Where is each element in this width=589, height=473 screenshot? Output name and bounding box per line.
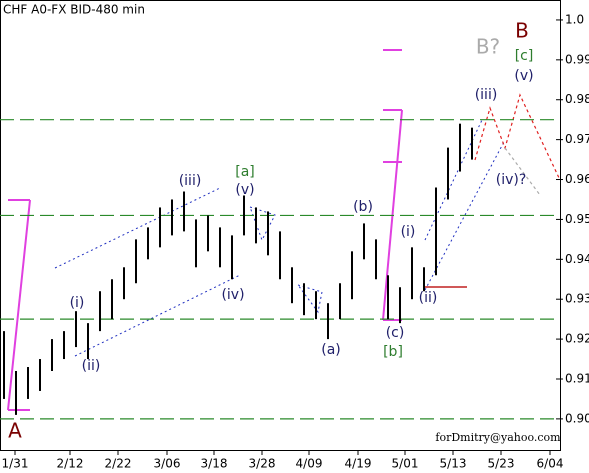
y-tick-label: 0.96 <box>565 172 589 186</box>
wave-label: (i) <box>70 295 85 311</box>
wave-label: (iii) <box>475 87 498 103</box>
x-tick-label: 2/22 <box>105 457 132 471</box>
wave-label: (iv) <box>221 287 244 303</box>
wave-label: (iii) <box>179 173 202 189</box>
x-tick-label: 5/23 <box>488 457 515 471</box>
y-tick-label: 0.95 <box>565 212 589 226</box>
projection <box>504 147 541 196</box>
plot-frame <box>0 0 561 451</box>
y-tick-label: 0.99 <box>565 52 589 66</box>
x-tick-label: 3/06 <box>154 457 181 471</box>
x-tick-label: 3/28 <box>249 457 276 471</box>
y-tick-label: 0.97 <box>565 132 589 146</box>
x-tick-label: 5/01 <box>392 457 419 471</box>
wave-label: forDmitry@yahoo.com <box>435 431 561 444</box>
wave-label: B <box>515 19 529 43</box>
x-tick-label: 4/09 <box>296 457 323 471</box>
y-tick-label: 1.0 <box>565 12 584 26</box>
wave-label: (b) <box>353 199 373 215</box>
y-tick-label: 0.98 <box>565 92 589 106</box>
triangle <box>296 284 323 314</box>
channel <box>54 187 221 269</box>
wave-label: (v) <box>514 68 533 84</box>
x-tick-label: 1/31 <box>2 457 29 471</box>
wave-label: (a) <box>321 342 341 358</box>
wave-label: (iv)? <box>496 172 527 188</box>
x-tick-label: 3/18 <box>201 457 228 471</box>
chart-title: CHF A0-FX BID-480 min <box>3 3 145 17</box>
wave-label: (i) <box>401 224 416 240</box>
channel <box>74 274 241 357</box>
x-tick-label: 4/19 <box>345 457 372 471</box>
wave-label: (ii) <box>419 290 438 306</box>
x-tick-label: 6/04 <box>537 457 564 471</box>
y-tick-label: 0.92 <box>565 332 589 346</box>
wave-label: (c) <box>386 325 405 341</box>
wave-label: [c] <box>515 48 534 64</box>
wave-label: [b] <box>383 344 403 360</box>
wave-label: A <box>8 419 22 443</box>
y-tick-label: 0.90 <box>565 411 589 425</box>
y-tick-label: 0.91 <box>565 371 589 385</box>
wave-label: (ii) <box>82 358 101 374</box>
wave-label: [a] <box>235 164 255 180</box>
y-tick-label: 0.93 <box>565 292 589 306</box>
wave-label: (v) <box>235 182 254 198</box>
x-tick-label: 5/13 <box>440 457 467 471</box>
y-tick-label: 0.94 <box>565 252 589 266</box>
bracket <box>7 199 31 411</box>
x-tick-label: 2/12 <box>57 457 84 471</box>
wave-label: B? <box>476 35 500 59</box>
